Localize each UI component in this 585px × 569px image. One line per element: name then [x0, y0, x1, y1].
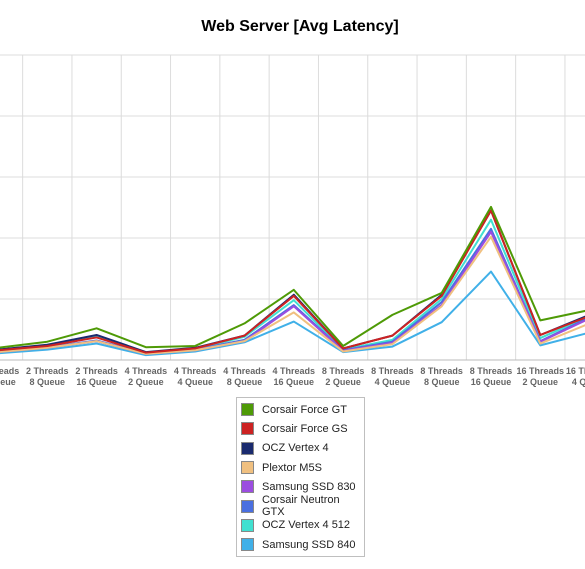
x-tick-label: 4 Threads 16 Queue [273, 366, 316, 387]
legend-item[interactable]: Samsung SSD 840 [241, 535, 360, 554]
legend-swatch [241, 441, 254, 455]
legend-item[interactable]: OCZ Vertex 4 [241, 439, 360, 458]
legend-label: Plextor M5S [262, 461, 322, 474]
legend-item[interactable]: OCZ Vertex 4 512 [241, 516, 360, 535]
legend-swatch [241, 461, 254, 475]
legend-label: Samsung SSD 840 [262, 538, 356, 551]
legend-label: Corsair Neutron GTX [262, 494, 340, 519]
series-line-plextor-m5s [0, 235, 585, 355]
x-tick-label: 4 Threads 2 Queue [125, 366, 168, 387]
legend-swatch [241, 499, 254, 513]
series-lines [0, 205, 585, 357]
chart-title: Web Server [Avg Latency] [201, 18, 399, 35]
x-tick-label: 8 Threads 4 Queue [371, 366, 414, 387]
legend-swatch [241, 480, 254, 494]
legend-item[interactable]: Plextor M5S [241, 458, 360, 477]
legend: Corsair Force GT Corsair Force GS OCZ Vert… [236, 397, 365, 558]
legend-label: OCZ Vertex 4 512 [262, 519, 351, 532]
series-line-samsung-ssd-840 [0, 270, 585, 357]
legend-label: Corsair Force GT [262, 403, 347, 416]
legend-label: OCZ Vertex 4 [262, 442, 329, 455]
legend-swatch [241, 538, 254, 552]
legend-label: Corsair Force GS [262, 422, 348, 435]
series-line-ocz-vertex-4-512 [0, 218, 585, 354]
legend-item[interactable]: Corsair Force GT [241, 400, 360, 419]
legend-item[interactable]: Samsung SSD 830 [241, 477, 360, 496]
x-tick-label: 4 Threads 4 Queue [174, 366, 217, 387]
legend-label: Samsung SSD 830 [262, 480, 356, 493]
x-tick-label: 2 Threads 16 Queue [75, 366, 118, 387]
series-line-corsair-force-gt [0, 205, 585, 349]
x-tick-label: 8 Threads 2 Queue [322, 366, 365, 387]
legend-swatch [241, 403, 254, 417]
x-tick-label: 4 Threads 8 Queue [223, 366, 266, 387]
legend-item[interactable]: Corsair Neutron GTX [241, 494, 360, 519]
x-tick-label: 16 Threads 2 Queue [517, 366, 565, 387]
x-tick-label: 2 Threads 8 Queue [26, 366, 69, 387]
x-tick-label: 8 Threads 8 Queue [420, 366, 463, 387]
legend-swatch [241, 422, 254, 436]
series-line-corsair-force-gs [0, 209, 585, 354]
legend-swatch [241, 518, 254, 532]
legend-item[interactable]: Corsair Force GS [241, 419, 360, 438]
x-tick-label: 8 Threads 16 Queue [470, 366, 513, 387]
